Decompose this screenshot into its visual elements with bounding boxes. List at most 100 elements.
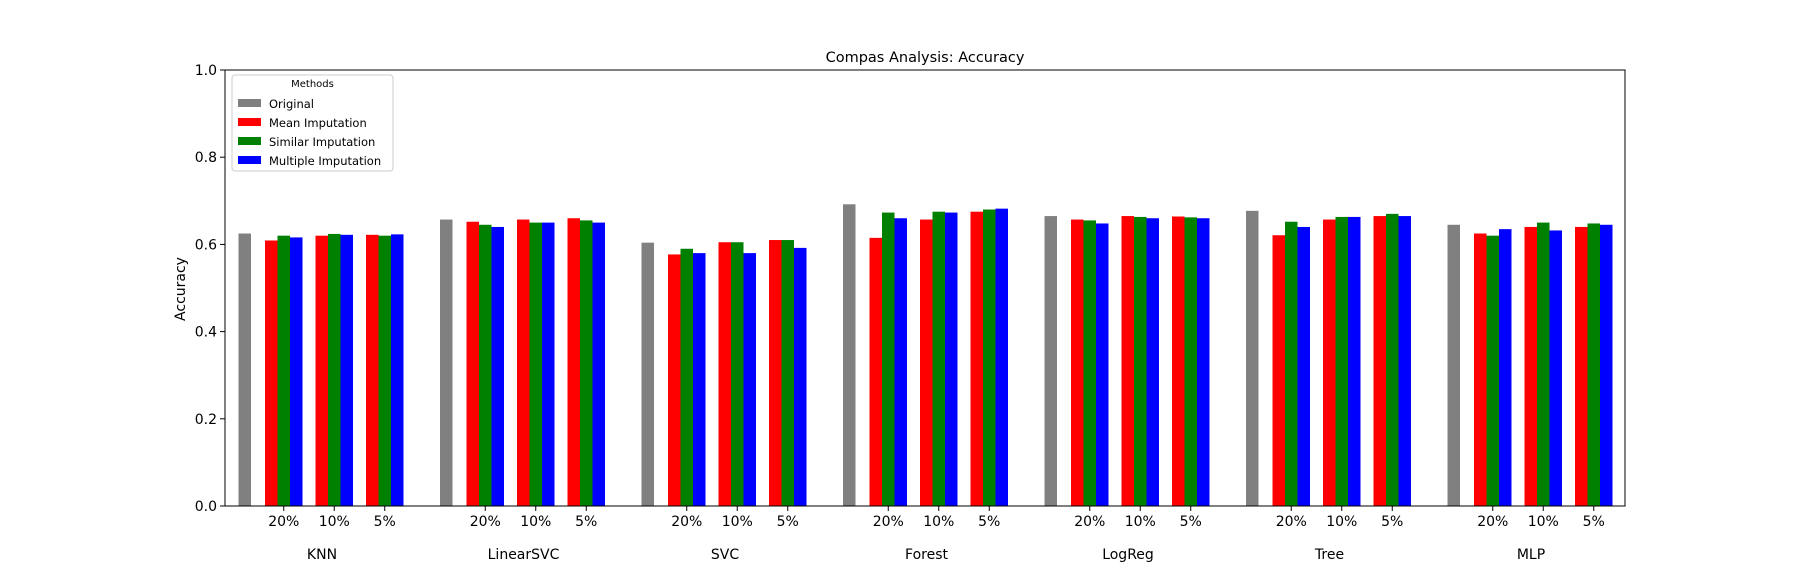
bar-multiple-imputation-tree-10pct xyxy=(1348,216,1361,506)
plot-frame xyxy=(224,69,1626,507)
bars-layer xyxy=(238,204,1613,507)
bar-similar-imputation-knn-10pct xyxy=(328,233,341,506)
y-tick-label: 0.0 xyxy=(195,499,217,515)
bar-multiple-imputation-logreg-20pct xyxy=(1096,223,1109,507)
legend-box xyxy=(231,74,394,172)
bar-similar-imputation-linearsvc-10pct xyxy=(529,222,542,506)
bar-multiple-imputation-forest-10pct xyxy=(945,212,958,506)
bar-mean-imputation-mlp-5pct xyxy=(1575,226,1588,506)
bar-multiple-imputation-forest-5pct xyxy=(995,208,1008,506)
bar-multiple-imputation-logreg-5pct xyxy=(1197,218,1210,507)
bar-multiple-imputation-svc-20pct xyxy=(693,253,706,506)
bar-original-knn xyxy=(238,233,251,506)
bar-mean-imputation-forest-5pct xyxy=(970,211,983,506)
bar-mean-imputation-logreg-10pct xyxy=(1121,216,1134,506)
bar-mean-imputation-svc-20pct xyxy=(668,254,681,506)
x-group-label-svc: SVC xyxy=(711,547,739,563)
bar-similar-imputation-tree-5pct xyxy=(1386,213,1399,506)
bar-similar-imputation-logreg-20pct xyxy=(1083,220,1096,507)
bar-similar-imputation-knn-20pct xyxy=(277,235,290,506)
x-tick-label-rate: 10% xyxy=(1125,514,1156,530)
bar-original-linearsvc xyxy=(440,219,453,506)
bar-multiple-imputation-svc-10pct xyxy=(743,253,756,506)
bar-similar-imputation-mlp-10pct xyxy=(1537,222,1550,506)
bar-multiple-imputation-mlp-20pct xyxy=(1499,229,1512,506)
bar-similar-imputation-mlp-5pct xyxy=(1587,223,1600,507)
x-tick-label-rate: 10% xyxy=(1528,514,1559,530)
x-tick-label-rate: 5% xyxy=(978,514,1000,530)
bar-mean-imputation-logreg-20pct xyxy=(1071,219,1084,506)
legend-label-multiple-imputation: Multiple Imputation xyxy=(269,154,381,168)
bar-mean-imputation-knn-20pct xyxy=(265,240,278,506)
bar-multiple-imputation-knn-10pct xyxy=(340,234,353,507)
bar-mean-imputation-linearsvc-20pct xyxy=(466,221,479,506)
x-group-label-logreg: LogReg xyxy=(1102,547,1154,563)
bar-original-tree xyxy=(1246,210,1259,506)
bar-similar-imputation-forest-20pct xyxy=(882,212,895,506)
y-tick-label: 0.2 xyxy=(195,412,217,428)
x-tick-label-rate: 20% xyxy=(1074,514,1105,530)
legend-label-similar-imputation: Similar Imputation xyxy=(269,135,375,149)
legend-swatch-mean-imputation xyxy=(238,118,261,126)
bar-original-logreg xyxy=(1044,216,1057,506)
bar-similar-imputation-svc-5pct xyxy=(781,240,794,507)
bar-original-forest xyxy=(843,204,856,506)
bar-mean-imputation-svc-5pct xyxy=(769,240,782,507)
bar-multiple-imputation-tree-5pct xyxy=(1398,216,1411,506)
x-tick-label-rate: 5% xyxy=(1180,514,1202,530)
x-tick-label-rate: 5% xyxy=(1381,514,1403,530)
y-tick-label: 0.6 xyxy=(195,237,217,253)
bar-multiple-imputation-mlp-5pct xyxy=(1600,224,1613,506)
legend-swatch-multiple-imputation xyxy=(238,156,261,164)
bar-multiple-imputation-forest-20pct xyxy=(894,218,907,507)
legend-title: Methods xyxy=(291,79,334,90)
x-tick-label-rate: 10% xyxy=(520,514,551,530)
bar-similar-imputation-logreg-5pct xyxy=(1184,217,1197,507)
x-tick-label-rate: 5% xyxy=(1583,514,1605,530)
x-tick-label-rate: 20% xyxy=(268,514,299,530)
bar-similar-imputation-forest-5pct xyxy=(983,209,996,506)
bar-multiple-imputation-logreg-10pct xyxy=(1146,218,1159,507)
bar-multiple-imputation-linearsvc-10pct xyxy=(542,222,555,506)
x-group-label-knn: KNN xyxy=(307,547,337,563)
chart-title: Compas Analysis: Accuracy xyxy=(826,50,1025,66)
bar-mean-imputation-svc-10pct xyxy=(718,242,731,506)
y-axis: 0.0 0.2 0.4 0.6 0.8 1.0 xyxy=(195,63,225,515)
bar-original-svc xyxy=(641,242,654,506)
x-tick-label-rate: 5% xyxy=(777,514,799,530)
x-tick-label-rate: 5% xyxy=(374,514,396,530)
bar-mean-imputation-tree-20pct xyxy=(1272,235,1285,506)
y-tick-label: 0.4 xyxy=(195,325,217,341)
x-tick-label-rate: 5% xyxy=(575,514,597,530)
x-group-label-mlp: MLP xyxy=(1517,547,1545,563)
bar-multiple-imputation-mlp-10pct xyxy=(1549,230,1562,506)
x-tick-label-rate: 20% xyxy=(470,514,501,530)
bar-multiple-imputation-svc-5pct xyxy=(794,247,807,506)
bar-multiple-imputation-knn-20pct xyxy=(290,237,303,506)
y-tick-label: 1.0 xyxy=(195,63,217,79)
bar-mean-imputation-tree-5pct xyxy=(1373,216,1386,506)
bar-multiple-imputation-knn-5pct xyxy=(391,234,404,506)
bar-mean-imputation-linearsvc-10pct xyxy=(517,219,530,506)
bar-mean-imputation-mlp-10pct xyxy=(1524,226,1537,506)
x-tick-label-rate: 20% xyxy=(1276,514,1307,530)
bar-mean-imputation-mlp-20pct xyxy=(1474,233,1487,506)
bar-similar-imputation-mlp-20pct xyxy=(1486,235,1499,506)
x-tick-label-rate: 10% xyxy=(319,514,350,530)
x-tick-label-rate: 10% xyxy=(1326,514,1357,530)
x-tick-label-rate: 20% xyxy=(671,514,702,530)
x-group-label-forest: Forest xyxy=(905,547,948,563)
x-tick-label-rate: 10% xyxy=(923,514,954,530)
bar-multiple-imputation-linearsvc-5pct xyxy=(592,222,605,506)
bar-mean-imputation-forest-20pct xyxy=(869,237,882,507)
legend-label-mean-imputation: Mean Imputation xyxy=(269,116,367,130)
bar-similar-imputation-tree-20pct xyxy=(1285,221,1298,506)
bar-mean-imputation-knn-5pct xyxy=(366,234,379,507)
legend-label-original: Original xyxy=(269,97,314,111)
bar-similar-imputation-linearsvc-5pct xyxy=(580,220,593,507)
bar-mean-imputation-forest-10pct xyxy=(920,219,933,506)
bar-mean-imputation-logreg-5pct xyxy=(1172,216,1185,506)
bar-similar-imputation-knn-5pct xyxy=(378,235,391,506)
y-tick-label: 0.8 xyxy=(195,150,217,166)
